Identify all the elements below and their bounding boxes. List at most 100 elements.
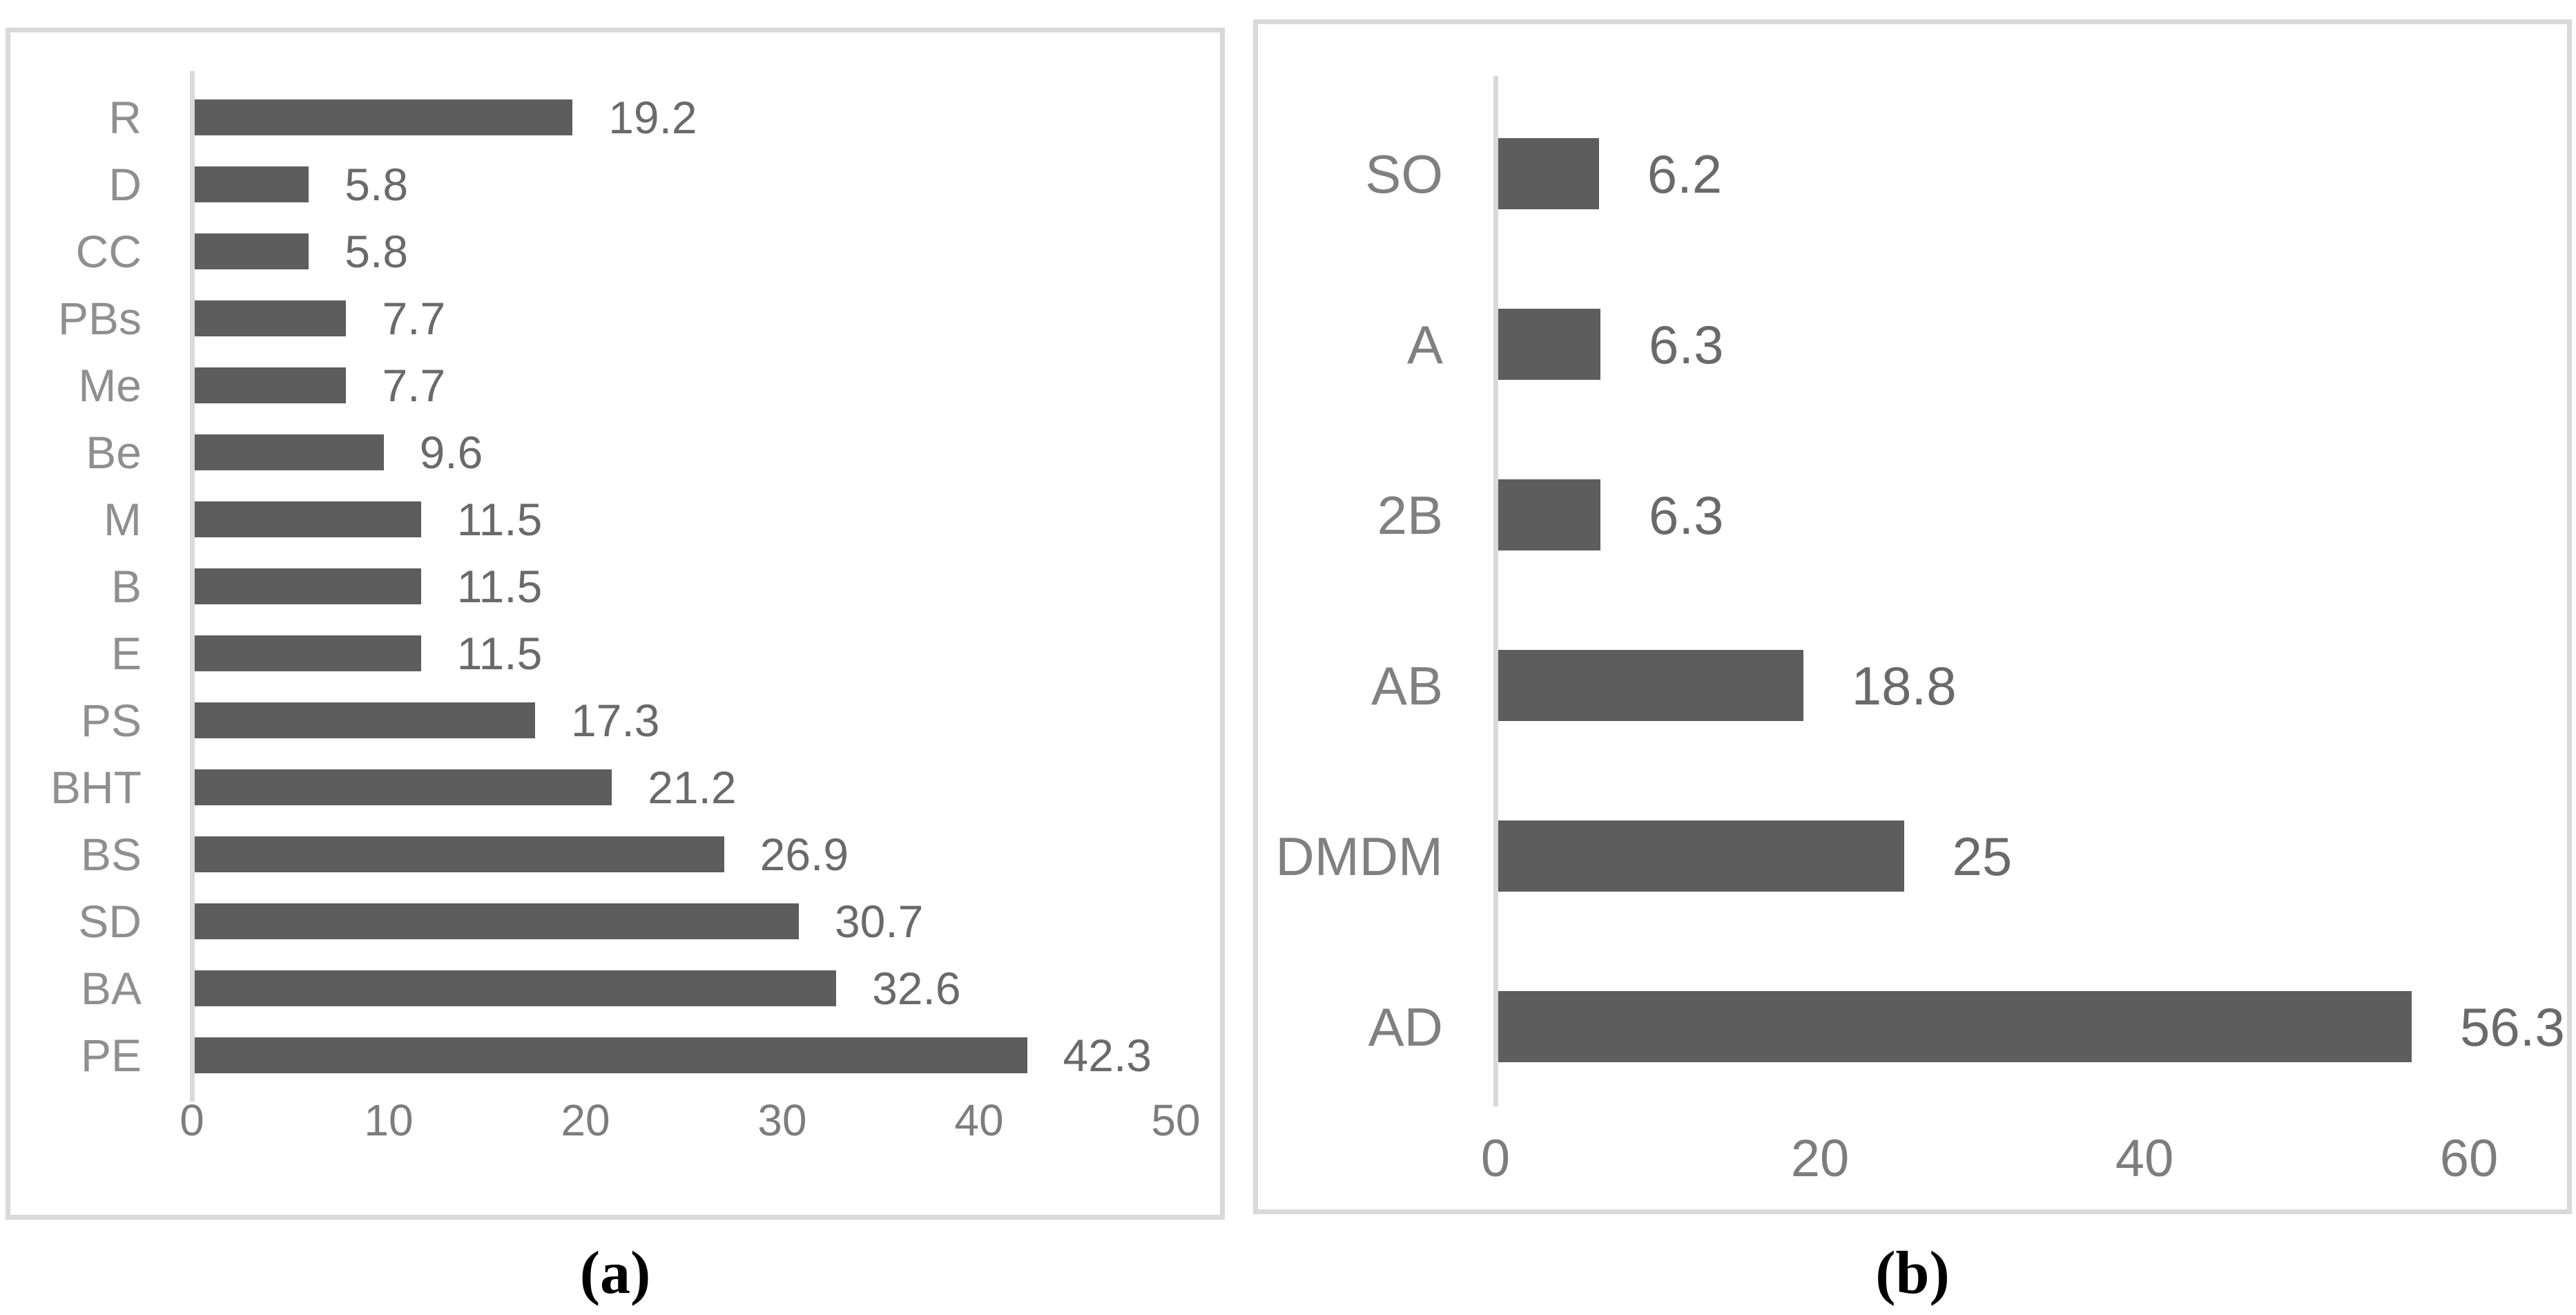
bar — [195, 300, 347, 336]
bar-rows: R 19.2 D 5.8 CC 5.8 PBs 7.7 Me 7.7 Be 9.6 M 11.5 B 11.5… — [10, 84, 1220, 1088]
bar-row: PE 42.3 — [10, 1021, 1220, 1088]
value-label: 6.3 — [1649, 484, 1724, 546]
value-label: 7.7 — [382, 359, 446, 411]
x-axis-tick-label: 10 — [364, 1095, 414, 1145]
bar-row: BS 26.9 — [10, 820, 1220, 887]
bar — [1498, 309, 1601, 380]
category-label: BHT — [50, 761, 142, 813]
bar — [195, 568, 421, 604]
category-label: DMDM — [1275, 825, 1443, 887]
bar-row: AB 18.8 — [1258, 600, 2567, 771]
value-label: 11.5 — [456, 627, 543, 679]
x-axis-tick-label: 0 — [1480, 1129, 1511, 1188]
y-axis-line — [190, 71, 195, 1102]
bar-track: 17.3 — [195, 687, 1179, 754]
bar-track: 11.5 — [195, 620, 1179, 687]
category-label: PE — [80, 1029, 142, 1081]
bar — [1498, 650, 1803, 721]
bar-row: 2B 6.3 — [1258, 430, 2567, 600]
bar-track: 25 — [1498, 771, 2472, 941]
bar — [195, 702, 536, 738]
x-axis-tick-label: 20 — [1790, 1129, 1850, 1188]
bar-row: BHT 21.2 — [10, 754, 1220, 820]
x-axis-tick-label: 30 — [757, 1095, 807, 1145]
x-axis-tick-label: 20 — [561, 1095, 610, 1145]
bar-row: DMDM 25 — [1258, 771, 2567, 941]
value-label: 25 — [1952, 825, 2013, 887]
value-label: 11.5 — [456, 560, 543, 612]
y-axis-line — [1493, 76, 1498, 1106]
value-label: 26.9 — [759, 828, 849, 880]
chart-panel-a: R 19.2 D 5.8 CC 5.8 PBs 7.7 Me 7.7 Be 9.6 M 11.5 B 11.5… — [6, 28, 1225, 1220]
bar-row: R 19.2 — [10, 84, 1220, 151]
bar-row: PS 17.3 — [10, 687, 1220, 754]
bar-track: 6.3 — [1498, 259, 2472, 430]
category-label: M — [104, 493, 142, 545]
value-label: 5.8 — [345, 225, 409, 277]
x-axis-tick-label: 0 — [180, 1095, 204, 1145]
bar-row: Be 9.6 — [10, 419, 1220, 486]
bar-track: 9.6 — [195, 419, 1179, 486]
bar — [1498, 138, 1599, 209]
bar-track: 7.7 — [195, 285, 1179, 352]
category-label: AD — [1368, 996, 1443, 1057]
category-label: CC — [75, 225, 142, 277]
bar — [195, 367, 347, 403]
category-label: BS — [80, 828, 142, 880]
category-label: E — [110, 627, 142, 679]
value-label: 5.8 — [345, 158, 409, 210]
bar — [195, 434, 384, 470]
category-label: Be — [86, 426, 142, 478]
x-axis-tick-label: 60 — [2439, 1129, 2499, 1188]
bar-track: 21.2 — [195, 754, 1179, 820]
value-label: 19.2 — [608, 91, 697, 143]
caption-panel-b: (b) — [1875, 1240, 1950, 1307]
x-axis-tick-label: 50 — [1151, 1095, 1201, 1145]
value-label: 56.3 — [2460, 996, 2565, 1057]
bar-track: 7.7 — [195, 352, 1179, 419]
value-label: 30.7 — [834, 895, 924, 947]
category-label: PS — [80, 694, 142, 746]
bar-row: PBs 7.7 — [10, 285, 1220, 352]
bar-row: E 11.5 — [10, 620, 1220, 687]
bar — [195, 501, 421, 537]
category-label: BA — [80, 962, 142, 1014]
x-axis-ticks: 0 10 20 30 40 50 — [180, 1095, 1200, 1156]
x-axis-tick-label: 40 — [954, 1095, 1004, 1145]
category-label: Me — [78, 359, 142, 411]
bar-track: 26.9 — [195, 820, 1179, 887]
chart-panel-b: SO 6.2 A 6.3 2B 6.3 AB 18.8 DMDM 25 AD 56.3 0 20 40 60 — [1253, 19, 2572, 1214]
bar-track: 6.2 — [1498, 88, 2472, 259]
x-axis-ticks: 0 20 40 60 — [1481, 1129, 2498, 1199]
bar-track: 30.7 — [195, 887, 1179, 954]
category-label: SO — [1365, 143, 1443, 204]
category-label: 2B — [1377, 484, 1443, 546]
value-label: 6.3 — [1649, 314, 1724, 375]
bar-row: SD 30.7 — [10, 887, 1220, 954]
category-label: B — [110, 560, 142, 612]
bar — [195, 233, 309, 269]
bar-row: CC 5.8 — [10, 218, 1220, 285]
bar-track: 5.8 — [195, 218, 1179, 285]
bar-rows: SO 6.2 A 6.3 2B 6.3 AB 18.8 DMDM 25 AD 56.3 — [1258, 88, 2567, 1112]
bar-row: A 6.3 — [1258, 259, 2567, 430]
category-label: PBs — [57, 292, 142, 344]
value-label: 9.6 — [419, 426, 483, 478]
category-label: R — [108, 91, 142, 143]
value-label: 17.3 — [571, 694, 660, 746]
bar — [195, 836, 724, 872]
value-label: 42.3 — [1063, 1029, 1152, 1081]
bar-track: 42.3 — [195, 1021, 1179, 1088]
value-label: 32.6 — [872, 962, 961, 1014]
caption-panel-a: (a) — [579, 1240, 651, 1307]
value-label: 11.5 — [456, 493, 543, 545]
bar — [1498, 820, 1904, 892]
bar-row: B 11.5 — [10, 553, 1220, 620]
value-label: 21.2 — [648, 761, 737, 813]
bar-row: D 5.8 — [10, 151, 1220, 218]
bar-chart-b: SO 6.2 A 6.3 2B 6.3 AB 18.8 DMDM 25 AD 56.3 0 20 40 60 — [1258, 24, 2567, 1209]
bar — [195, 166, 309, 202]
bar-row: BA 32.6 — [10, 954, 1220, 1021]
bar — [195, 635, 421, 671]
